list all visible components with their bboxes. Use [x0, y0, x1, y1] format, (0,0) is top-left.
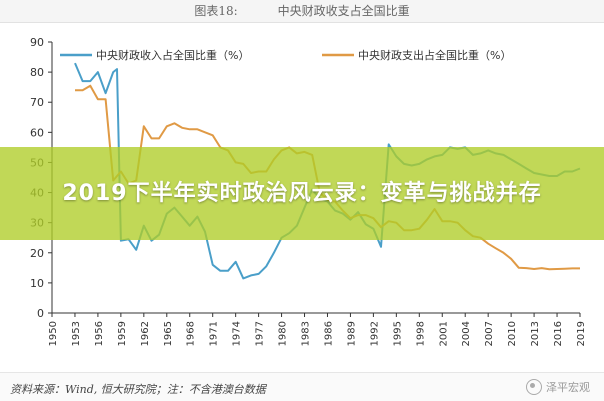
x-tick-label: 2013 — [530, 321, 541, 346]
wechat-icon — [526, 379, 542, 395]
x-tick-label: 1992 — [369, 321, 380, 346]
x-tick-label: 1986 — [323, 321, 334, 346]
y-tick-label: 70 — [30, 96, 44, 109]
y-tick-label: 20 — [30, 247, 44, 260]
x-tick-label: 1980 — [278, 321, 289, 346]
x-tick-label: 2019 — [576, 321, 587, 346]
x-tick-label: 1959 — [117, 321, 128, 346]
x-tick-label: 1971 — [209, 321, 220, 346]
legend-label: 中央财政支出占全国比重（%） — [358, 48, 511, 62]
x-tick-label: 1965 — [163, 321, 174, 346]
y-tick-label: 60 — [30, 126, 44, 139]
figure-title: 中央财政收支占全国比重 — [277, 4, 410, 18]
y-tick-label: 80 — [30, 66, 44, 79]
watermark: 泽平宏观 — [526, 379, 590, 395]
x-tick-label: 1962 — [140, 321, 151, 346]
x-tick-label: 1995 — [392, 321, 403, 346]
x-tick-label: 2001 — [438, 321, 449, 346]
x-tick-label: 1968 — [186, 321, 197, 346]
headline-text: 2019下半年实时政治风云录：变革与挑战并存 — [62, 180, 542, 206]
y-tick-label: 0 — [37, 307, 44, 320]
legend: 中央财政收入占全国比重（%） 中央财政支出占全国比重（%） — [60, 48, 511, 62]
x-tick-label: 1998 — [415, 321, 426, 346]
x-tick-label: 1983 — [301, 321, 312, 346]
x-tick-label: 1953 — [71, 321, 82, 346]
figure-footer: 资料来源：Wind, 恒大研究院；注：不含港澳台数据 泽平宏观 — [0, 372, 604, 401]
figure-number: 图表18: — [194, 4, 238, 18]
y-tick-label: 10 — [30, 277, 44, 290]
x-tick-label: 1950 — [48, 321, 59, 346]
x-tick-label: 1956 — [94, 321, 105, 346]
x-tick-label: 2016 — [553, 321, 564, 346]
x-tick-label: 1974 — [232, 321, 243, 346]
x-tick-label: 2010 — [507, 321, 518, 346]
legend-label: 中央财政收入占全国比重（%） — [96, 48, 249, 62]
source-note: 资料来源：Wind, 恒大研究院；注：不含港澳台数据 — [10, 383, 266, 396]
x-tick-label: 2004 — [461, 321, 472, 346]
y-tick-label: 90 — [30, 36, 44, 49]
x-tick-label: 1989 — [346, 321, 357, 346]
x-tick-label: 2007 — [484, 321, 495, 346]
watermark-label: 泽平宏观 — [546, 381, 590, 394]
figure-title-bar: 图表18: 中央财政收支占全国比重 — [0, 0, 604, 23]
headline-banner[interactable]: 2019下半年实时政治风云录：变革与挑战并存 — [0, 147, 604, 240]
x-tick-label: 1977 — [255, 321, 266, 346]
